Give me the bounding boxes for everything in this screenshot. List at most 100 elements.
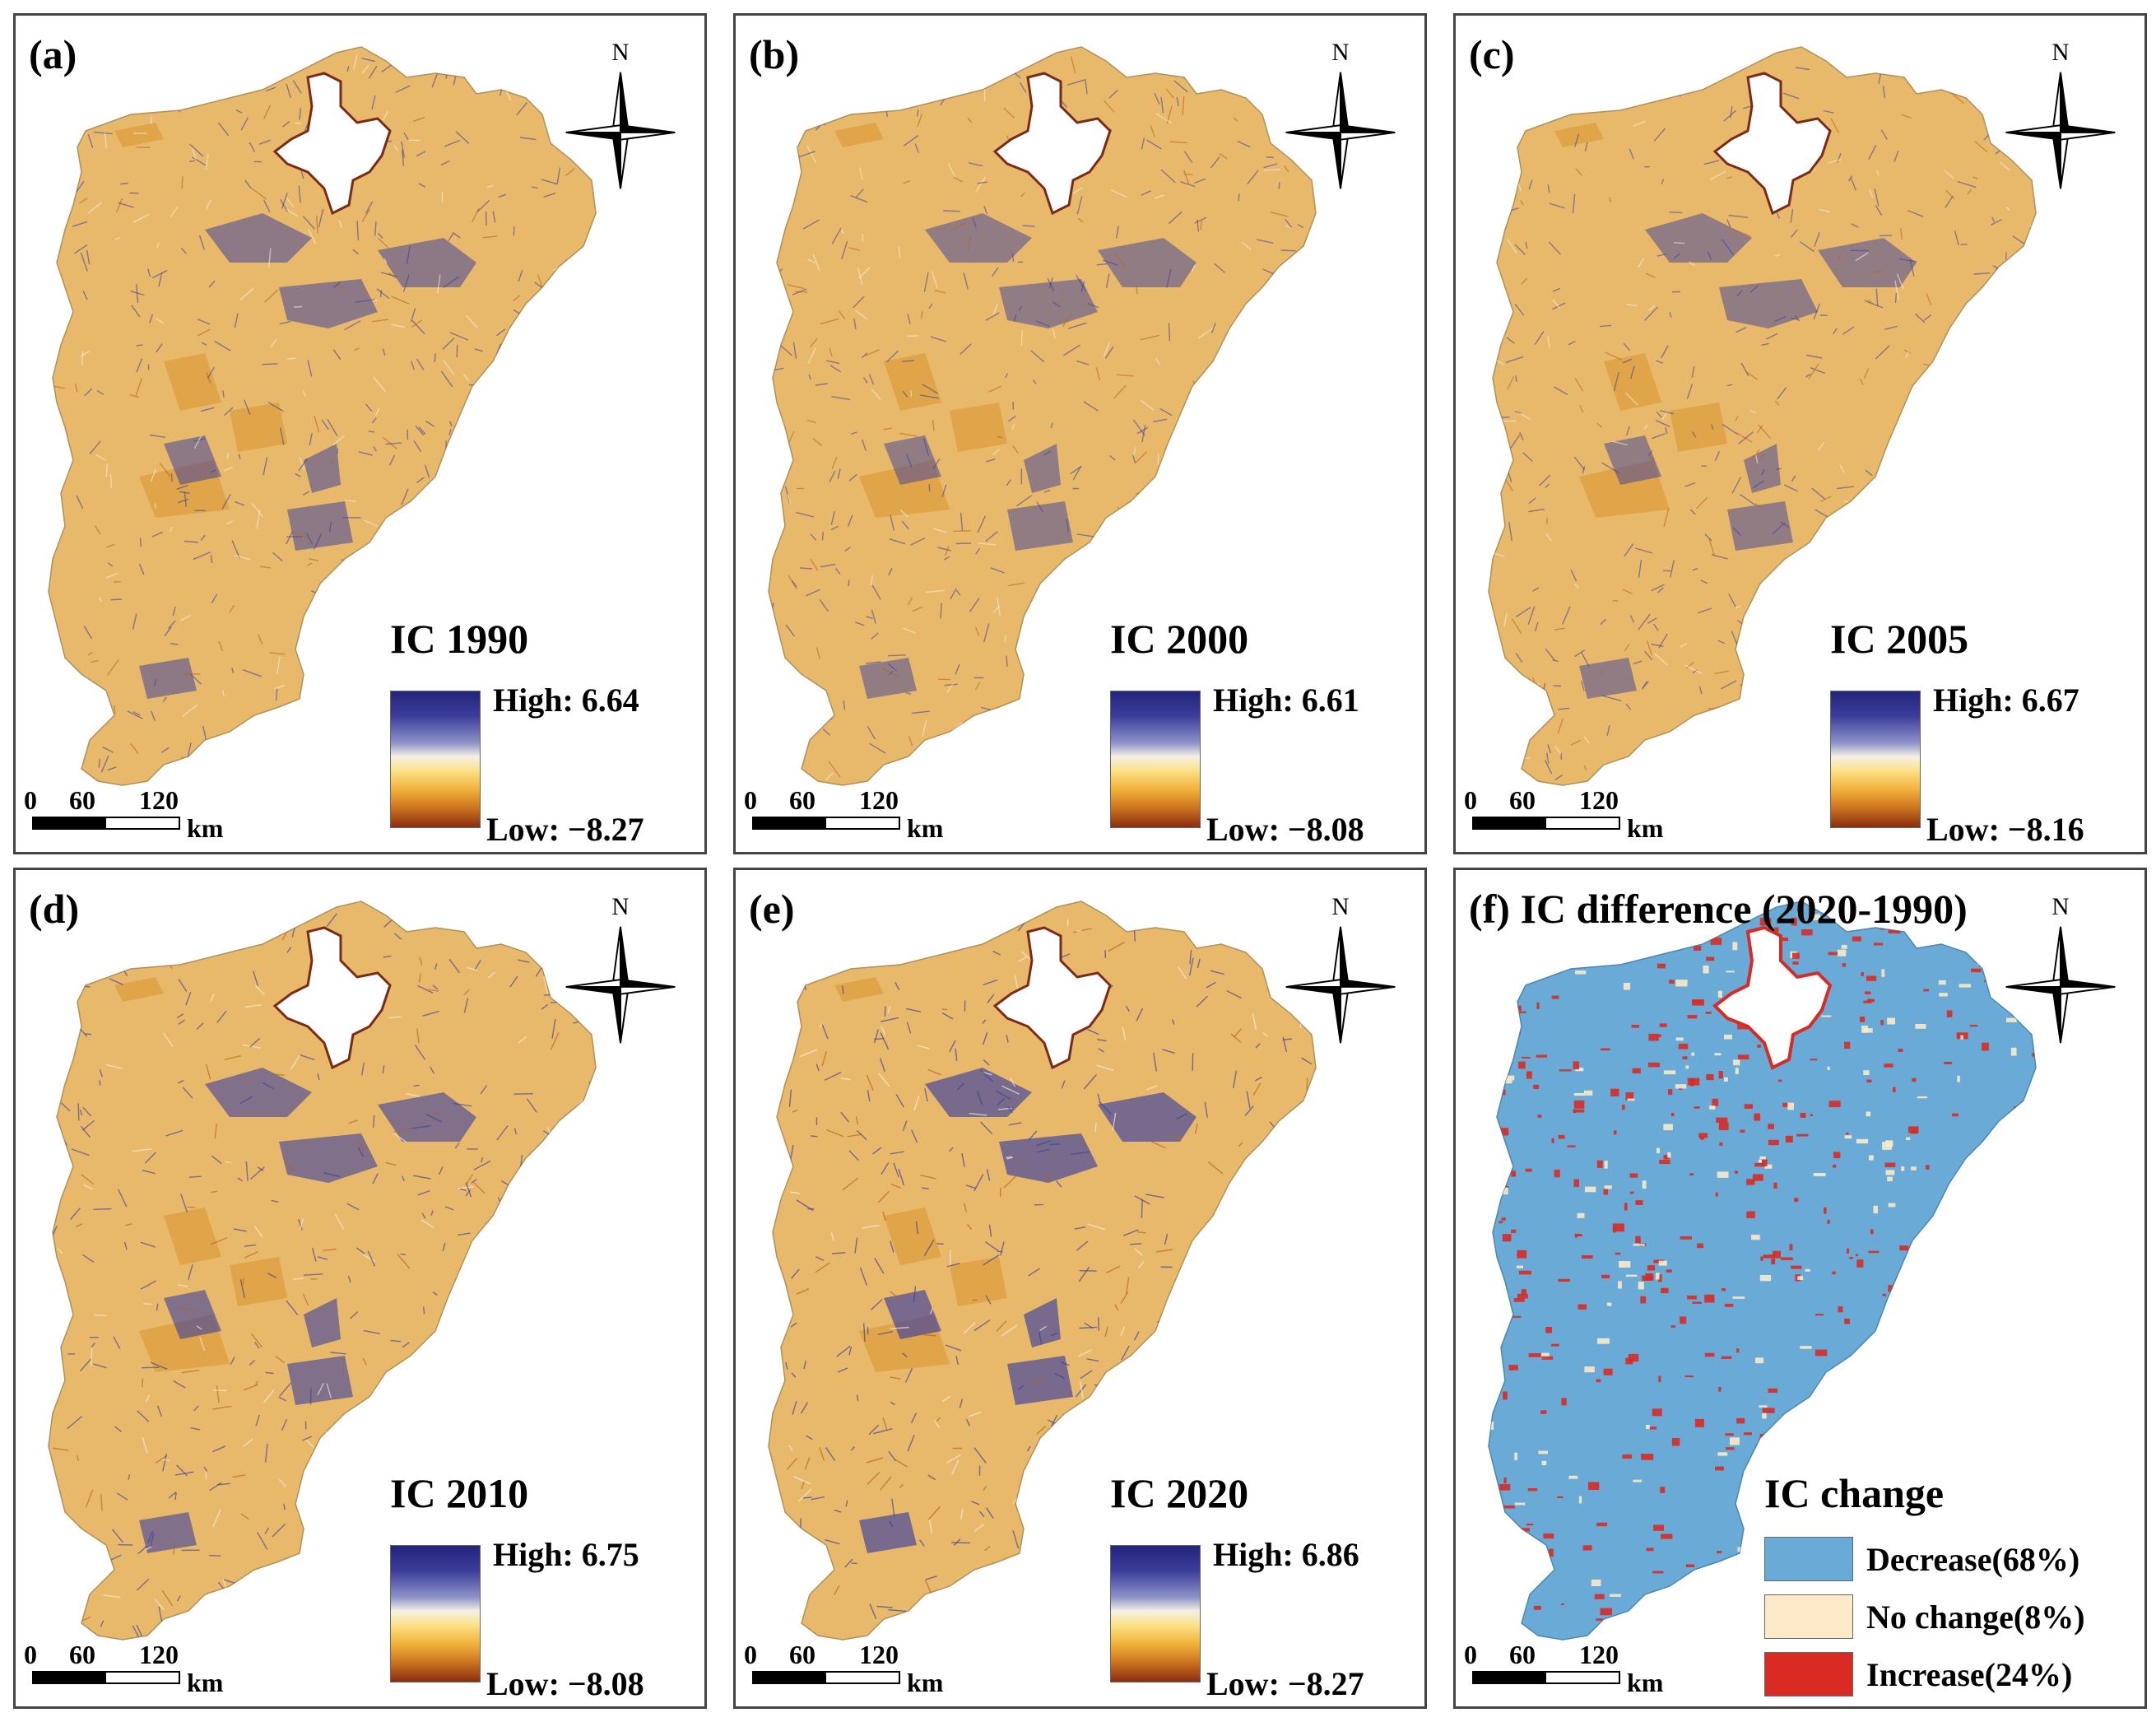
scale-bar-graphic — [752, 1671, 900, 1684]
legend-low-value: Low: −8.08 — [1206, 811, 1364, 848]
north-label: N — [611, 894, 629, 920]
color-ramp-legend — [1110, 691, 1201, 828]
legend-high-value: High: 6.67 — [1933, 682, 2079, 719]
class-label: Increase(24%) — [1866, 1656, 2073, 1693]
scale-bar-graphic — [32, 1671, 180, 1684]
scale-bar-graphic — [752, 817, 900, 830]
panel-label: (f) IC difference (2020-1990) — [1469, 886, 1968, 932]
map-panel-f: (f) IC difference (2020-1990) IC change … — [1453, 868, 2147, 1709]
legend-low-value: Low: −8.27 — [486, 811, 644, 848]
legend-low-value: Low: −8.08 — [486, 1665, 644, 1702]
north-arrow-icon: N — [565, 894, 676, 1044]
legend-high-value: High: 6.64 — [493, 682, 639, 719]
scale-bar-graphic — [1472, 1671, 1620, 1684]
panel-label: (c) — [1469, 31, 1515, 77]
panel-label: (e) — [749, 886, 795, 932]
north-arrow-icon: N — [2005, 894, 2116, 1044]
legend-title: IC 2005 — [1830, 616, 1969, 662]
scale-bar-graphic — [32, 817, 180, 830]
scale-tick-label: 60 — [69, 785, 95, 815]
scale-unit: km — [907, 813, 944, 843]
scale-bar-graphic — [1472, 817, 1620, 830]
scale-tick-label: 0 — [24, 1640, 37, 1669]
color-ramp-legend — [390, 1545, 481, 1682]
scale-tick-label: 60 — [789, 785, 815, 815]
scale-bar: 0 60 120 km — [24, 785, 223, 843]
region-outline — [768, 901, 1317, 1641]
color-ramp-legend — [1110, 1545, 1201, 1682]
map-b — [768, 46, 1317, 786]
scale-tick-label: 120 — [1579, 1640, 1619, 1669]
scale-tick-label: 120 — [1579, 785, 1619, 815]
scale-bar: 0 60 120 km — [744, 785, 943, 843]
north-label: N — [1331, 894, 1349, 920]
scale-unit: km — [1627, 1668, 1664, 1697]
lake-area — [1712, 925, 1833, 1070]
north-label: N — [2051, 894, 2069, 920]
lake-area — [992, 72, 1112, 216]
scale-unit: km — [907, 1668, 944, 1697]
swatch-decrease — [1764, 1537, 1853, 1581]
map-panel-d: (d) N 0 60 120 km IC 2010 High: 6.75 Low: −8.08 — [13, 868, 707, 1709]
map-f — [1488, 901, 2037, 1641]
scale-tick-label: 120 — [859, 785, 899, 815]
ic-texture — [769, 905, 1316, 1640]
scale-unit: km — [187, 1668, 224, 1697]
region-outline — [1488, 46, 2037, 786]
panel-label: (b) — [749, 31, 800, 77]
region-outline — [48, 901, 597, 1641]
class-label: No change(8%) — [1866, 1599, 2085, 1636]
map-a — [48, 46, 597, 786]
scale-tick-label: 60 — [789, 1640, 815, 1669]
scale-tick-label: 60 — [69, 1640, 95, 1669]
scale-tick-label: 60 — [1509, 1640, 1536, 1669]
legend-title: IC 2020 — [1110, 1470, 1249, 1516]
panel-label: (d) — [29, 886, 80, 932]
legend-title: IC change — [1764, 1470, 1945, 1516]
north-arrow-icon: N — [1285, 894, 1396, 1044]
scale-tick-label: 0 — [1464, 1640, 1477, 1669]
class-label: Decrease(68%) — [1866, 1541, 2080, 1578]
swatch-increase — [1764, 1652, 1853, 1696]
panel-label: (a) — [29, 31, 77, 77]
region-outline — [48, 46, 597, 786]
scale-bar: 0 60 120 km — [744, 1640, 943, 1697]
map-c — [1488, 46, 2037, 786]
color-ramp-legend — [1830, 691, 1921, 828]
scale-bar: 0 60 120 km — [1464, 1640, 1663, 1697]
map-panel-c: (c) N 0 60 120 km IC 2005 High: 6.67 Low: −8.16 — [1453, 13, 2147, 854]
legend-high-value: High: 6.75 — [493, 1536, 639, 1573]
scale-tick-label: 0 — [24, 785, 37, 815]
scale-tick-label: 0 — [1464, 785, 1477, 815]
map-panel-a: (a) N 0 60 120 km IC 1990 High: 6.64 Low: −8.27 — [13, 13, 707, 854]
scale-tick-label: 120 — [139, 1640, 179, 1669]
scale-unit: km — [187, 813, 224, 843]
legend-low-value: Low: −8.27 — [1206, 1665, 1364, 1702]
scale-unit: km — [1627, 813, 1664, 843]
color-ramp-legend — [390, 691, 481, 828]
region-outline — [768, 46, 1317, 786]
lake-area — [272, 926, 392, 1070]
north-arrow-icon: N — [1285, 40, 1396, 189]
map-panel-e: (e) N 0 60 120 km IC 2020 High: 6.86 Low: −8.27 — [733, 868, 1427, 1709]
legend-title: IC 2010 — [390, 1470, 529, 1516]
lake-area — [272, 72, 392, 216]
legend-title: IC 2000 — [1110, 616, 1249, 662]
legend-title: IC 1990 — [390, 616, 529, 662]
north-label: N — [2051, 40, 2069, 66]
legend-high-value: High: 6.61 — [1213, 682, 1359, 719]
scale-bar: 0 60 120 km — [1464, 785, 1663, 843]
lake-area — [1712, 72, 1832, 216]
scale-bar: 0 60 120 km — [24, 1640, 223, 1697]
north-label: N — [1331, 40, 1349, 66]
north-arrow-icon: N — [565, 40, 676, 189]
map-e — [768, 901, 1317, 1641]
north-label: N — [611, 40, 629, 66]
legend-high-value: High: 6.86 — [1213, 1536, 1359, 1573]
map-panel-b: (b) N 0 60 120 km IC 2000 High: 6.61 Low: −8.08 — [733, 13, 1427, 854]
scale-tick-label: 0 — [744, 1640, 757, 1669]
scale-tick-label: 60 — [1509, 785, 1536, 815]
ic-texture — [769, 47, 1316, 785]
legend-low-value: Low: −8.16 — [1926, 811, 2084, 848]
lake-area — [992, 926, 1112, 1070]
